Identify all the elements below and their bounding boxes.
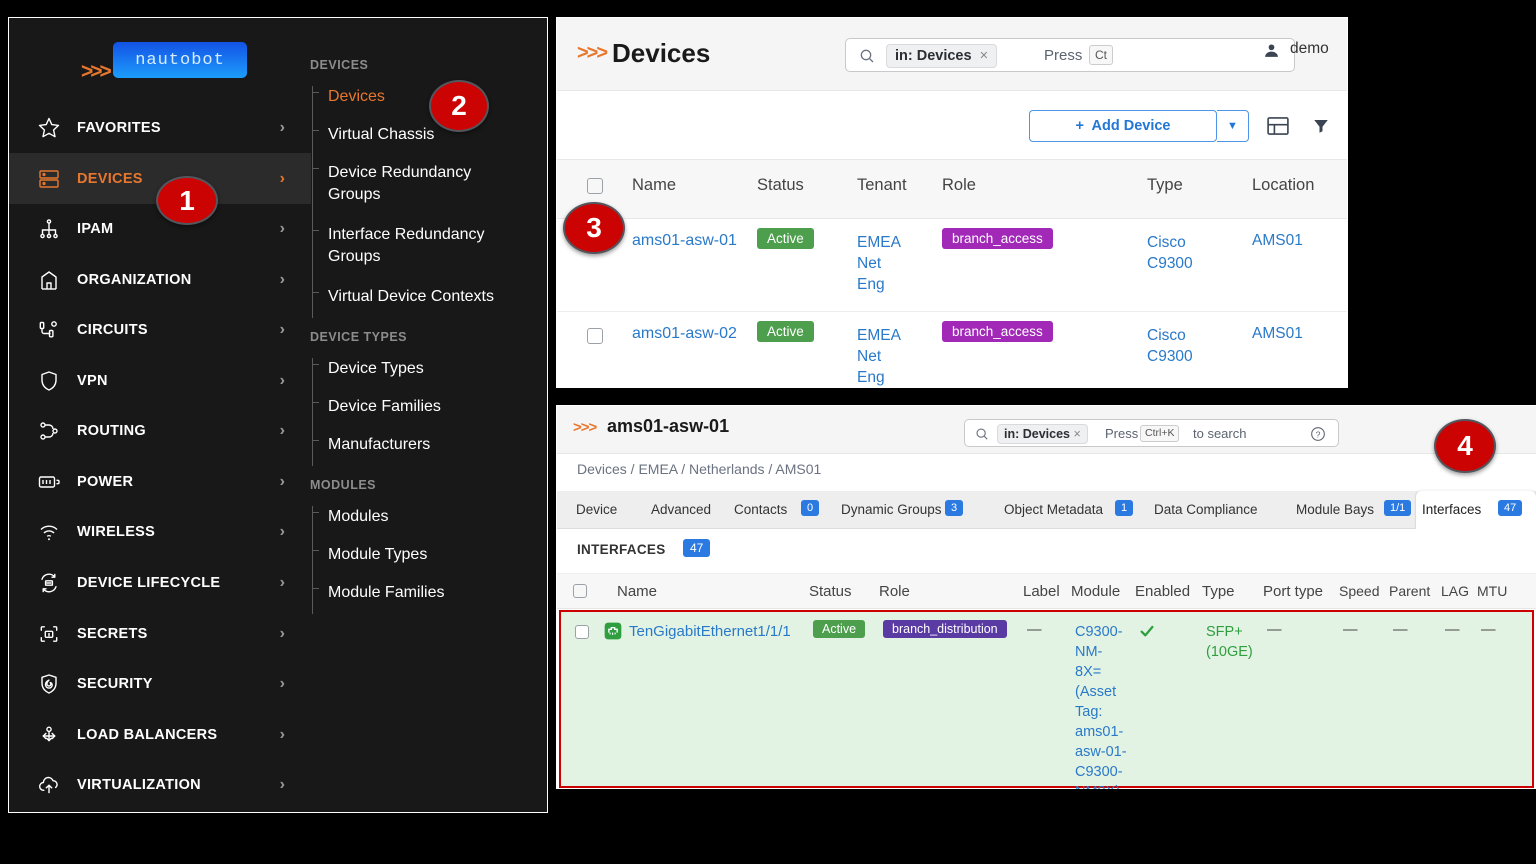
svg-text:?: ? (1316, 429, 1321, 439)
